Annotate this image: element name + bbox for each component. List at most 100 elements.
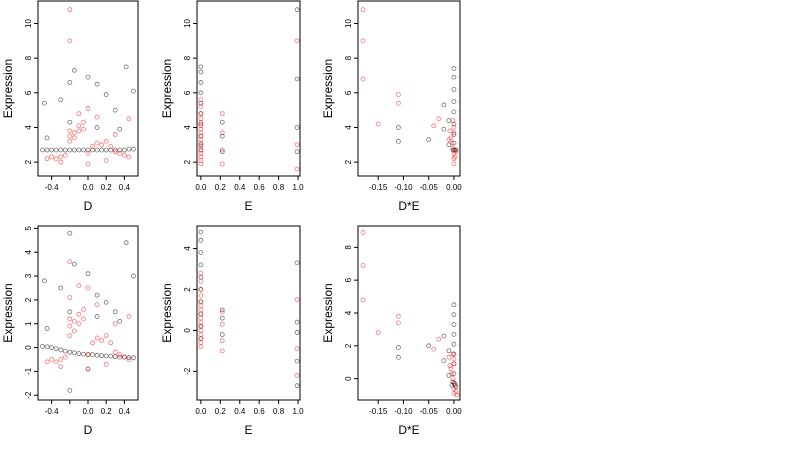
data-point xyxy=(103,92,109,97)
y-tick-label: 1 xyxy=(24,321,33,326)
x-tick-label: -0.15 xyxy=(369,407,388,416)
data-point xyxy=(67,119,73,125)
x-tick-label: 0.4 xyxy=(119,183,131,192)
data-point xyxy=(117,126,123,132)
data-point xyxy=(198,327,204,333)
data-point xyxy=(62,147,68,153)
data-point xyxy=(117,318,123,324)
y-axis-label: Expression xyxy=(1,283,15,342)
data-point xyxy=(67,259,73,265)
data-point xyxy=(198,237,204,243)
data-point xyxy=(76,283,82,288)
data-point xyxy=(76,311,82,317)
data-point xyxy=(85,151,91,156)
data-point xyxy=(126,355,132,360)
y-tick-label: 6 xyxy=(183,90,192,95)
data-point xyxy=(117,147,123,153)
panel-bottom-right: -0.15 -0.10 -0.05 0.00 0 2 4 6 8 D*E Expression xyxy=(321,225,462,437)
data-point xyxy=(90,352,95,358)
data-point xyxy=(446,118,452,123)
data-point xyxy=(112,309,118,315)
data-point xyxy=(294,373,300,378)
x-axis-label: D*E xyxy=(398,423,419,437)
data-point xyxy=(198,161,204,167)
x-tick-label: 0.6 xyxy=(254,407,266,416)
data-point xyxy=(451,74,457,80)
data-point xyxy=(67,316,73,322)
data-point xyxy=(198,137,204,143)
x-tick-label: -0.4 xyxy=(45,183,59,192)
data-point xyxy=(198,278,204,284)
data-point xyxy=(58,364,64,370)
y-tick-label: 0 xyxy=(24,345,33,350)
data-point xyxy=(123,64,129,70)
data-point xyxy=(67,133,73,139)
x-axis-label: D xyxy=(84,423,93,437)
data-point xyxy=(451,66,457,71)
data-point xyxy=(49,147,55,153)
data-point xyxy=(294,319,300,325)
data-point xyxy=(395,354,401,360)
data-point xyxy=(451,331,457,337)
y-tick-label: -2 xyxy=(24,391,33,399)
data-point xyxy=(219,133,225,139)
data-point xyxy=(44,147,50,153)
data-point xyxy=(451,132,457,137)
data-point xyxy=(198,319,204,325)
x-tick-label: 0.4 xyxy=(234,183,246,192)
data-point xyxy=(198,229,204,235)
data-point xyxy=(198,270,204,276)
data-point xyxy=(198,64,204,70)
data-point xyxy=(198,123,204,129)
plot-frame xyxy=(357,225,461,401)
data-point xyxy=(198,104,204,110)
data-point xyxy=(198,151,204,156)
data-point xyxy=(198,311,204,317)
data-point xyxy=(294,166,300,172)
x-tick-label: 0.00 xyxy=(446,407,462,416)
data-point xyxy=(94,147,100,153)
data-point xyxy=(198,287,204,292)
data-point xyxy=(441,333,447,339)
data-point xyxy=(451,371,457,377)
data-point xyxy=(112,132,118,137)
data-point xyxy=(94,314,100,319)
data-point xyxy=(198,303,204,309)
data-point xyxy=(451,99,457,104)
data-point xyxy=(198,126,204,132)
data-point xyxy=(360,76,366,82)
data-point xyxy=(121,152,127,158)
data-point xyxy=(67,147,73,153)
data-point xyxy=(360,297,366,303)
data-point xyxy=(448,366,454,372)
data-point xyxy=(71,318,77,324)
data-point xyxy=(198,90,204,96)
data-point xyxy=(198,315,204,321)
data-point xyxy=(67,80,73,85)
data-point xyxy=(198,147,204,153)
y-tick-label: 4 xyxy=(344,310,353,315)
data-point xyxy=(126,116,132,122)
data-point xyxy=(94,125,100,130)
data-point xyxy=(294,383,300,389)
data-point xyxy=(103,361,109,367)
y-tick-label: 0 xyxy=(344,376,353,381)
data-point xyxy=(453,149,459,155)
data-point xyxy=(71,147,77,153)
data-point xyxy=(76,111,82,117)
data-point xyxy=(131,355,136,361)
y-tick-label: 4 xyxy=(183,246,192,251)
data-point xyxy=(99,353,105,359)
data-point xyxy=(436,116,442,122)
y-axis-label: Expression xyxy=(160,283,174,342)
x-axis-label: E xyxy=(244,199,252,213)
data-point xyxy=(40,343,45,349)
y-tick-label: 6 xyxy=(344,277,353,282)
data-point xyxy=(108,147,114,153)
data-point xyxy=(453,389,459,395)
data-point xyxy=(85,161,91,167)
x-tick-label: -0.10 xyxy=(394,183,413,192)
data-point xyxy=(198,130,204,136)
data-point xyxy=(67,128,73,134)
